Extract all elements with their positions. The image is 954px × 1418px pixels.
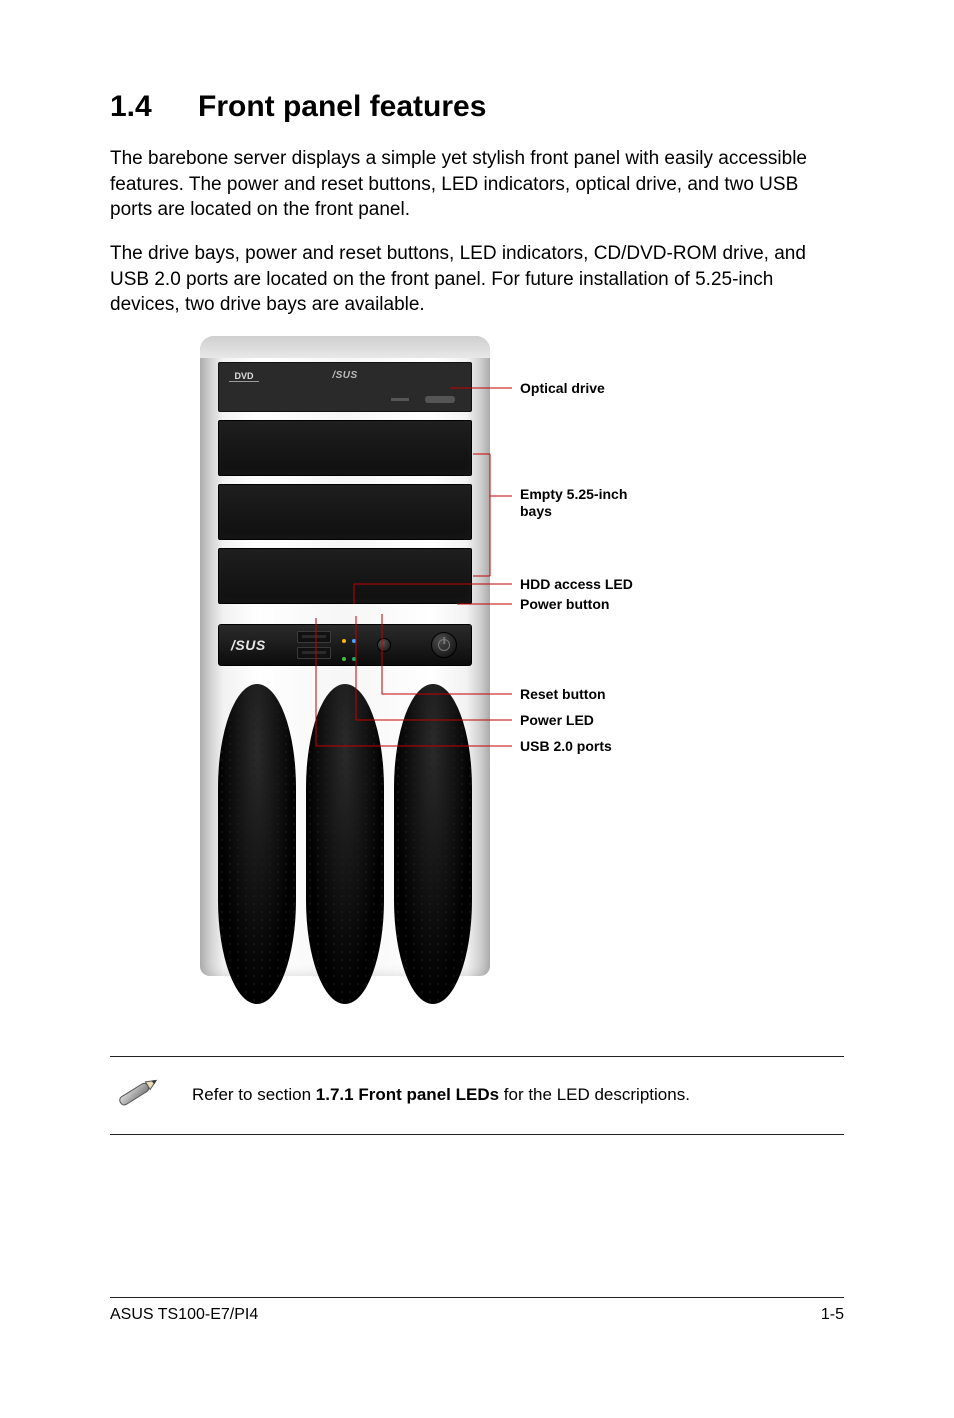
empty-bay-1 <box>218 420 472 476</box>
front-grille <box>218 684 472 1004</box>
optical-drive: DVD /SUS <box>218 362 472 412</box>
optical-drive-eject-button <box>425 396 455 403</box>
callout-power-led: Power LED <box>520 712 594 730</box>
dvd-badge-icon: DVD <box>229 371 259 385</box>
power-led-icon <box>342 657 346 661</box>
aux-led-icon <box>352 657 356 661</box>
front-panel-figure: DVD /SUS /SUS <box>110 336 844 1016</box>
usb-port-top <box>297 631 331 643</box>
intro-paragraph-1: The barebone server displays a simple ye… <box>110 146 844 223</box>
callout-optical-drive: Optical drive <box>520 380 605 398</box>
note-prefix: Refer to section <box>192 1085 316 1104</box>
section-title-text: Front panel features <box>198 90 486 123</box>
empty-bay-2 <box>218 484 472 540</box>
power-button <box>431 632 457 658</box>
grille-column-1 <box>218 684 296 1004</box>
tower-front-panel: DVD /SUS /SUS <box>218 362 472 960</box>
footer-product: ASUS TS100-E7/PI4 <box>110 1306 258 1324</box>
grille-column-3 <box>394 684 472 1004</box>
page-footer: ASUS TS100-E7/PI4 1-5 <box>110 1297 844 1324</box>
note-block: Refer to section 1.7.1 Front panel LEDs … <box>110 1057 844 1134</box>
brand-logo: /SUS <box>231 637 266 653</box>
tower-top-bevel <box>200 336 490 358</box>
footer-page-number: 1-5 <box>821 1306 844 1324</box>
empty-bay-3 <box>218 548 472 604</box>
optical-drive-brand: /SUS <box>332 370 357 381</box>
grille-column-2 <box>306 684 384 1004</box>
callout-usb-ports: USB 2.0 ports <box>520 738 612 756</box>
note-text: Refer to section 1.7.1 Front panel LEDs … <box>192 1085 690 1105</box>
usb-port-bottom <box>297 647 331 659</box>
control-strip: /SUS <box>218 624 472 666</box>
intro-paragraph-2: The drive bays, power and reset buttons,… <box>110 241 844 318</box>
note-bottom-rule <box>110 1134 844 1135</box>
led-cluster <box>341 631 369 661</box>
hdd-access-led-icon <box>342 639 346 643</box>
section-heading: 1.4Front panel features <box>110 90 844 124</box>
callout-hdd-access-led: HDD access LED <box>520 576 633 594</box>
optical-drive-indicator <box>391 398 409 401</box>
callout-empty-bays: Empty 5.25-inch bays <box>520 486 627 521</box>
misc-led-icon <box>352 639 356 643</box>
callout-reset-button: Reset button <box>520 686 606 704</box>
reset-button <box>377 638 391 652</box>
section-number: 1.4 <box>110 90 198 124</box>
note-suffix: for the LED descriptions. <box>499 1085 690 1104</box>
usb-ports <box>297 631 331 661</box>
note-bold: 1.7.1 Front panel LEDs <box>316 1085 499 1104</box>
callout-power-button: Power button <box>520 596 609 614</box>
note-pencil-icon <box>110 1071 164 1120</box>
server-tower-illustration: DVD /SUS /SUS <box>200 336 490 976</box>
